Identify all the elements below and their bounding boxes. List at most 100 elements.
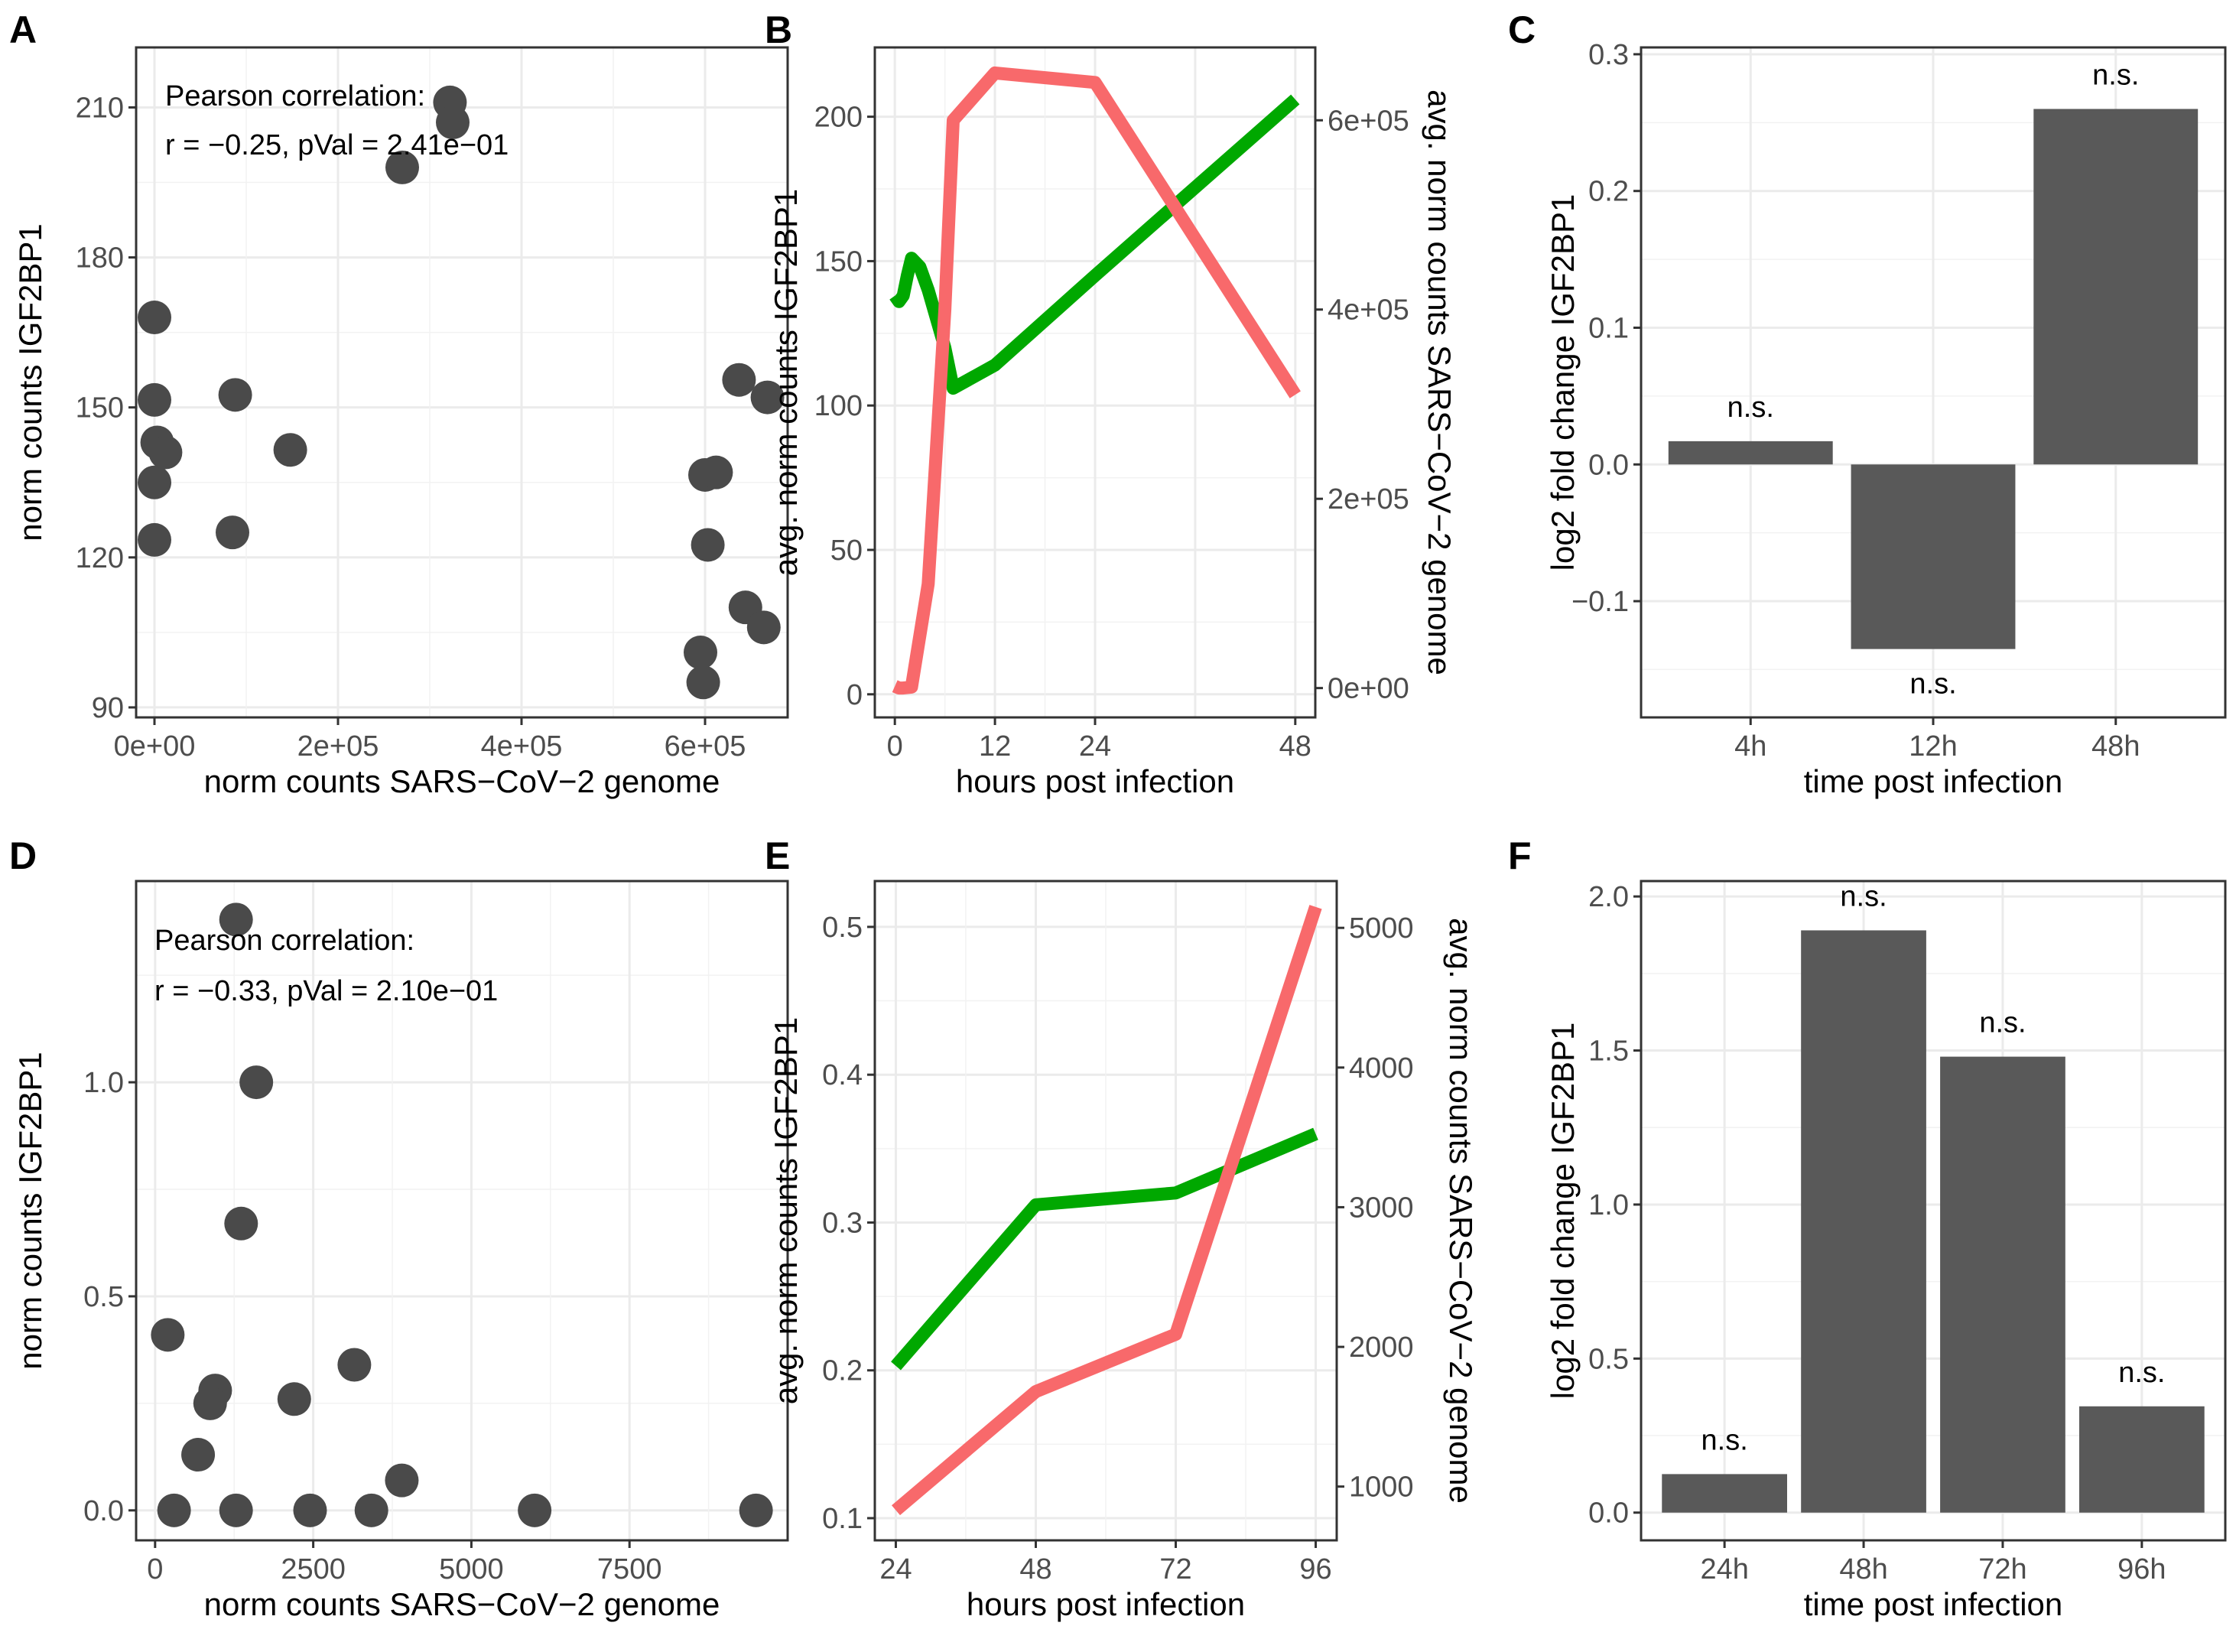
bar-4h [1668,441,1833,465]
x-tick-label: 24h [1700,1553,1748,1585]
plot-frame [873,880,1338,1542]
panel-b: B 0 50 100 150 200 0e+00 2e+05 4e+05 6e+05 0 12 24 48… [765,8,1458,799]
x-tick-label: 4h [1734,730,1766,763]
correlation-label: Pearson correlation: [165,80,425,112]
data-marks [889,66,1301,695]
y-tick-label: 0.3 [1588,39,1629,71]
bar-96h [2079,1406,2205,1513]
y-tick-label: 1.5 [1588,1036,1629,1068]
y2-tick-label: 4000 [1349,1052,1414,1085]
y-tick-label: 210 [76,92,124,124]
panel-letter-d: D [9,834,37,877]
plot-frame [135,880,789,1542]
plot-frame [1640,880,2227,1542]
panel-letter-b: B [765,8,792,51]
y-tick-label: 0.2 [1588,176,1629,208]
y2-tick-label: 1000 [1349,1472,1414,1504]
scatter-point [293,1493,327,1527]
panel-c: Cn.s. n.s. n.s. −0.1 0.0 0.1 0.2 0.3 4h 12h 48h tim… [1508,8,2227,799]
y-tick-label: 0.2 [822,1355,863,1387]
bar-24h [1662,1474,1787,1513]
scatter-point [337,1348,372,1382]
x-axis-title: hours post infection [956,763,1234,799]
scatter-point [138,465,171,499]
y2-tick-label: 2e+05 [1328,483,1409,515]
y2-tick-label: 2000 [1349,1332,1414,1364]
scatter-point [151,1318,185,1352]
data-marks [891,905,1322,1516]
scatter-point [686,665,720,700]
data-marks [151,902,773,1527]
series-line-sars-cov-2 [892,905,1322,1516]
significance-label: n.s. [2092,59,2139,91]
x-tick-label: 72h [1978,1553,2026,1585]
data-marks [1662,930,2205,1513]
scatter-point [193,1386,227,1420]
significance-label: n.s. [1979,1007,2026,1039]
y2-tick-label: 0e+00 [1328,673,1409,705]
x-tick-label: 5000 [439,1553,504,1585]
scatter-point [138,382,171,417]
correlation-label: Pearson correlation: [154,925,414,957]
scatter-point [518,1493,552,1527]
scatter-point [138,301,171,335]
x-tick-label: 0 [147,1553,163,1585]
x-tick-label: 4e+05 [481,730,563,763]
panel-letter-e: E [765,834,790,877]
y-tick-label: 150 [76,392,124,424]
y-tick-label: 0 [847,679,863,711]
x-tick-label: 48 [1279,730,1311,763]
panel-letter-c: C [1508,8,1536,51]
grid [875,881,1337,1540]
series-line-igf2bp1 [889,94,1300,395]
y-tick-label: 0.3 [822,1207,863,1239]
scatter-point [138,522,171,557]
y-tick-label: 0.5 [1588,1343,1629,1375]
scatter-point [691,528,725,562]
x-tick-label: 2e+05 [297,730,379,763]
scatter-point [436,106,470,140]
y-tick-label: 0.0 [1588,1498,1629,1530]
x-tick-label: 12h [1909,730,1957,763]
y-tick-label: 90 [92,692,124,724]
significance-label: n.s. [1840,880,1887,912]
scatter-point [739,1493,773,1527]
x-tick-label: 48 [1019,1553,1051,1585]
significance-label: n.s. [1909,668,1956,701]
scatter-point [218,378,252,412]
scatter-point [722,363,756,397]
y-axis-title: norm counts IGF2BP1 [12,223,48,541]
panel-a: A Pearson correlation: r = −0.25, pVal = 2… [9,8,789,799]
scatter-point [684,636,717,670]
x-tick-label: 96h [2117,1553,2166,1585]
y-tick-label: 0.1 [822,1503,863,1535]
y-tick-label: 0.1 [1588,312,1629,344]
correlation-stats: r = −0.33, pVal = 2.10e−01 [154,975,498,1007]
x-tick-label: 72 [1159,1553,1191,1585]
y-tick-label: 0.0 [1588,449,1629,481]
significance-label: n.s. [1701,1424,1748,1456]
y2-tick-label: 6e+05 [1328,105,1409,137]
x-tick-label: 0e+00 [114,730,196,763]
panel-e: E 0.1 0.2 0.3 0.4 0.5 1000 2000 3000 4000 5000 24 48… [765,834,1479,1622]
x-tick-label: 12 [979,730,1011,763]
x-axis-title: time post infection [1804,763,2063,799]
y-axis-title: log2 fold change IGF2BP1 [1545,194,1581,571]
scatter-point [148,435,183,470]
y-tick-label: 50 [830,535,863,567]
bar-48h [1801,930,1926,1513]
scatter-point [273,433,307,467]
significance-label: n.s. [2118,1357,2165,1389]
correlation-stats: r = −0.25, pVal = 2.41e−01 [165,129,509,161]
scatter-point [157,1493,191,1527]
scatter-point [354,1493,388,1527]
scatter-point [385,150,419,184]
y2-tick-label: 5000 [1349,912,1414,945]
series-line-igf2bp1 [891,1127,1318,1371]
bar-48h [2033,109,2199,465]
x-tick-label: 24 [1079,730,1111,763]
y2-tick-label: 3000 [1349,1192,1414,1224]
y-tick-label: 150 [814,246,863,278]
x-tick-label: 24 [879,1553,912,1585]
scatter-point [239,1065,274,1100]
